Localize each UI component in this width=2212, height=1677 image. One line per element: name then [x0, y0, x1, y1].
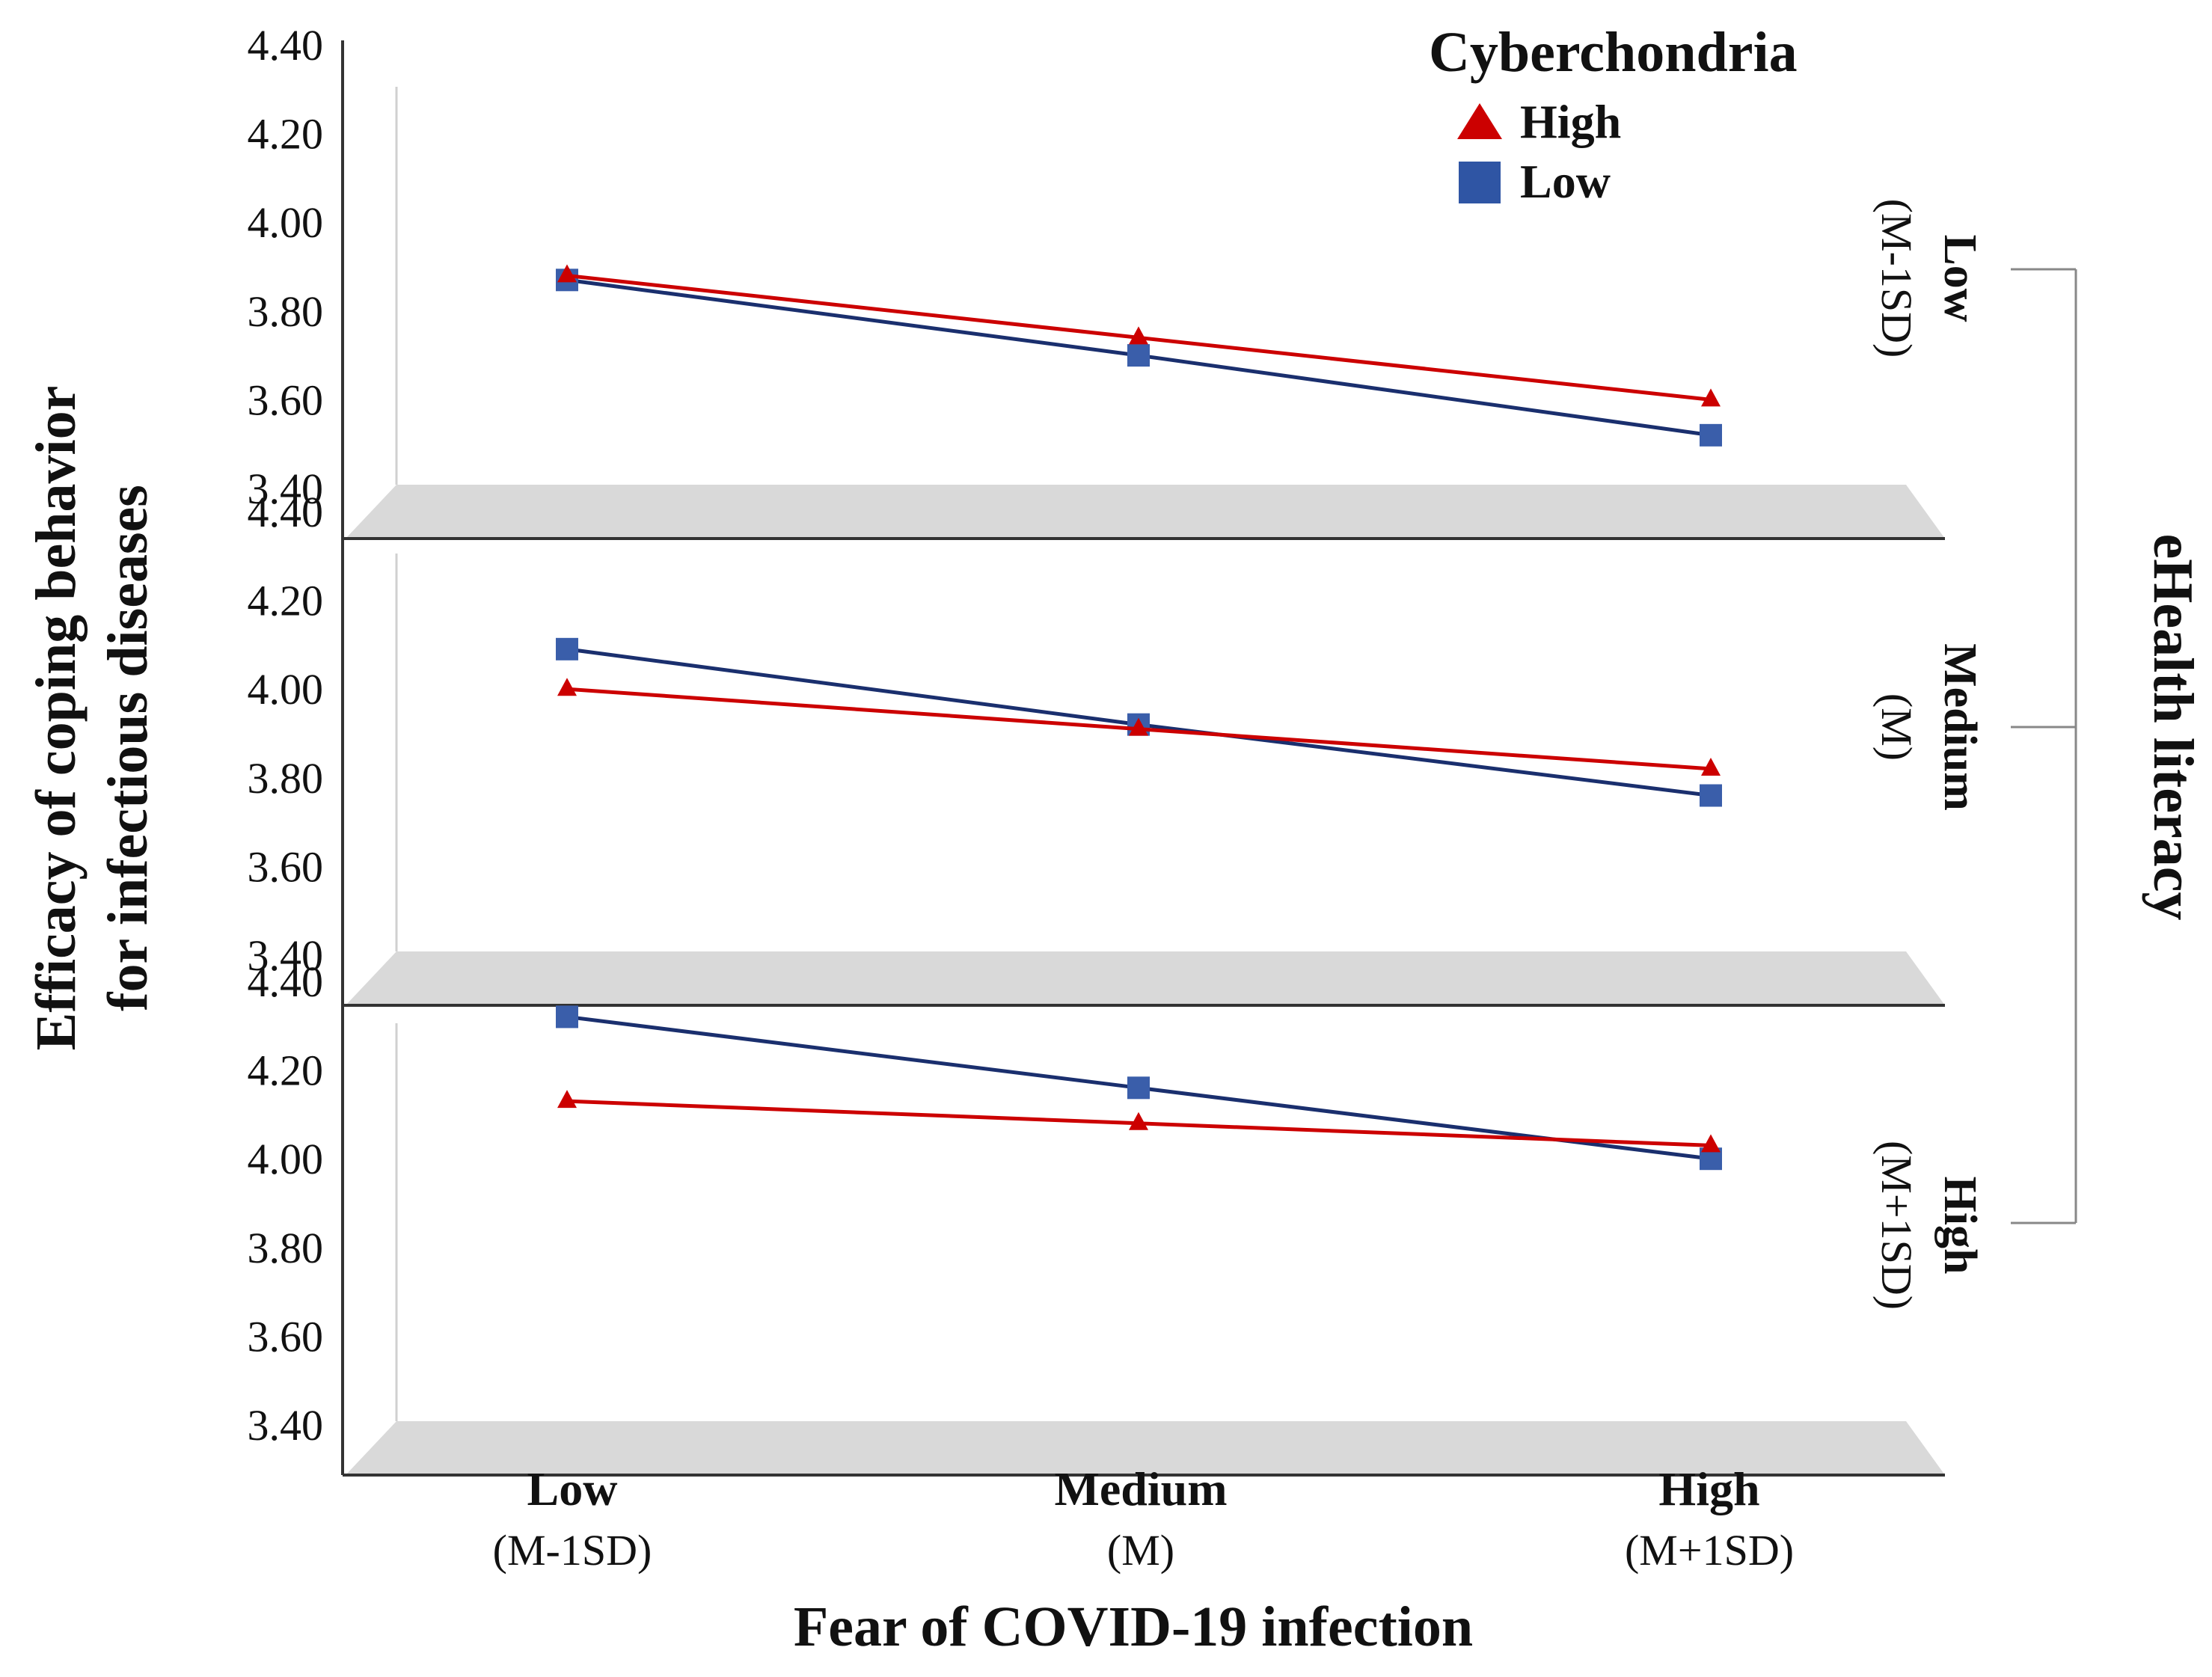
y-tick-label: 3.60 [248, 375, 324, 424]
y-tick-label: 4.00 [248, 198, 324, 247]
y-tick-label: 3.40 [248, 1401, 324, 1450]
panel-low: 4.40 4.20 4.00 3.80 3.60 3.40 Low (M-1SD) [248, 21, 1985, 540]
y-tick-label: 4.40 [248, 21, 324, 70]
data-point-low-cyberchondria [1127, 1076, 1150, 1100]
data-point-high-cyberchondria [1701, 757, 1721, 776]
y-tick-label: 3.60 [248, 1312, 324, 1361]
data-point-low-cyberchondria [1700, 423, 1722, 447]
panel-floor-low [346, 485, 1945, 539]
panel-label-medium: Medium [1934, 643, 1985, 811]
legend: Cyberchondria High Low [1429, 21, 1798, 208]
x-category-label-low: Low [527, 1462, 618, 1515]
panels-layer: 4.404.204.003.803.603.40Low(M-1SD)4.404.… [248, 21, 1985, 1477]
y-tick-label: 4.40 [248, 488, 324, 536]
data-point-low-cyberchondria [1127, 344, 1150, 367]
y-tick-label: 3.80 [248, 1224, 324, 1272]
legend-label-low: Low [1520, 155, 1611, 208]
y-tick-label: 3.40 [248, 465, 324, 513]
legend-marker-high [1457, 103, 1502, 139]
data-point-high-cyberchondria [1129, 717, 1148, 736]
panel-sublabel-low: (M-1SD) [1872, 199, 1921, 358]
y-tick-label: 3.40 [248, 931, 324, 980]
x-category-sub-low: (M-1SD) [493, 1526, 652, 1575]
panel-sublabel-high: (M+1SD) [1872, 1141, 1921, 1310]
panel-label-low: Low [1934, 234, 1985, 322]
y-tick-label: 4.20 [248, 577, 324, 625]
y-axis-title-line-1: Efficacy of coping behavior [25, 386, 88, 1051]
x-category-label-high: High [1658, 1462, 1759, 1515]
data-point-high-cyberchondria [557, 1090, 577, 1109]
y-tick-label: 3.80 [248, 287, 324, 336]
facet-axis-title: eHealth literacy [2142, 533, 2205, 920]
panel-medium: 4.40 4.20 4.00 3.80 3.60 3.40 Medium (M) [248, 488, 1985, 1007]
x-axis-title: Fear of COVID-19 infection [794, 1595, 1473, 1658]
y-tick-label: 4.40 [248, 957, 324, 1006]
data-point-high-cyberchondria [1701, 388, 1721, 407]
panel-floor-medium [346, 951, 1945, 1005]
legend-marker-low [1459, 162, 1501, 203]
y-tick-label: 3.80 [248, 754, 324, 803]
x-category-sub-medium: (M) [1107, 1526, 1174, 1575]
panel-sublabel-medium: (M) [1872, 693, 1921, 761]
data-point-high-cyberchondria [557, 678, 577, 696]
facet-bracket [2011, 268, 2077, 1224]
data-point-low-cyberchondria [1700, 784, 1722, 807]
y-tick-label: 4.20 [248, 110, 324, 159]
panel-floor-high [346, 1421, 1945, 1475]
panel-high: 4.40 4.20 4.00 3.80 3.60 3.40 High (M+1SD) [248, 957, 1985, 1477]
data-point-high-cyberchondria [1129, 326, 1148, 345]
data-point-high-cyberchondria [557, 264, 577, 283]
data-point-low-cyberchondria [556, 1005, 578, 1028]
data-point-low-cyberchondria [556, 637, 578, 660]
y-tick-label: 3.60 [248, 842, 324, 891]
y-tick-label: 4.00 [248, 665, 324, 714]
y-axis-title-line-2: for infectious diseases [96, 485, 159, 1011]
y-tick-label: 4.00 [248, 1135, 324, 1183]
x-category-label-medium: Medium [1054, 1462, 1227, 1515]
data-point-high-cyberchondria [1129, 1112, 1148, 1130]
legend-title: Cyberchondria [1429, 21, 1798, 84]
legend-label-high: High [1520, 95, 1621, 148]
y-tick-label: 4.20 [248, 1046, 324, 1095]
x-category-sub-high: (M+1SD) [1625, 1526, 1794, 1575]
panel-label-high: High [1934, 1177, 1985, 1275]
data-point-high-cyberchondria [1701, 1134, 1721, 1153]
